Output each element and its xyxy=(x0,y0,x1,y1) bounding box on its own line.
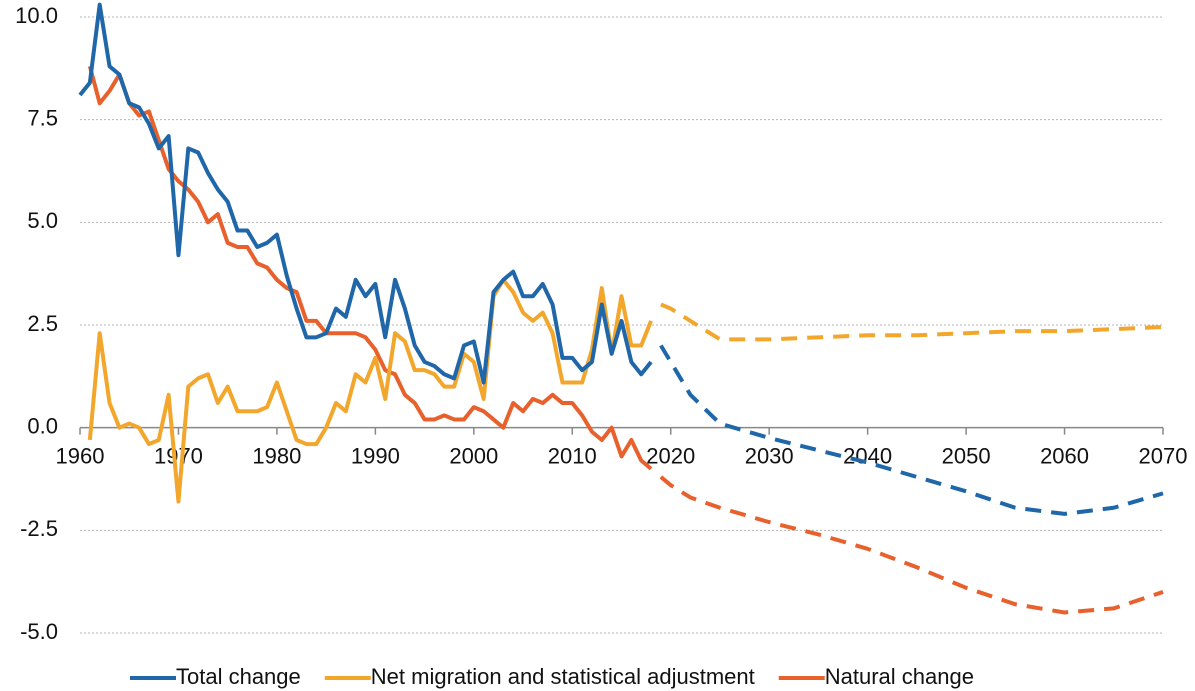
line xyxy=(87,65,653,471)
x-tick-label: 2040 xyxy=(843,443,892,468)
x-tick-label: 1960 xyxy=(56,443,105,468)
x-tick-label: 1990 xyxy=(351,443,400,468)
x-tick-label: 2000 xyxy=(449,443,498,468)
y-tick-label: 0.0 xyxy=(27,413,58,438)
line xyxy=(78,2,653,385)
x-tick-label: 2030 xyxy=(745,443,794,468)
y-tick-label: 7.5 xyxy=(27,105,58,130)
y-tick-label: -5.0 xyxy=(20,619,58,644)
x-tick-label: 1980 xyxy=(252,443,301,468)
line xyxy=(87,277,653,504)
y-tick-label: 2.5 xyxy=(27,311,58,336)
x-tick-label: 2020 xyxy=(646,443,695,468)
x-tick-label: 2010 xyxy=(548,443,597,468)
x-tick-label: 2060 xyxy=(1040,443,1089,468)
legend-label: Total change xyxy=(176,664,301,689)
y-tick-label: 5.0 xyxy=(27,208,58,233)
projection-line xyxy=(659,344,1164,516)
x-tick-label: 2050 xyxy=(942,443,991,468)
projection-line xyxy=(660,302,1164,342)
x-tick-label: 2070 xyxy=(1139,443,1188,468)
y-tick-label: -2.5 xyxy=(20,516,58,541)
x-tick-label: 1970 xyxy=(154,443,203,468)
legend-label: Natural change xyxy=(825,664,974,689)
y-tick-label: 10.0 xyxy=(15,3,58,28)
projection-line xyxy=(659,475,1164,615)
legend-label: Net migration and statistical adjustment xyxy=(371,664,755,689)
